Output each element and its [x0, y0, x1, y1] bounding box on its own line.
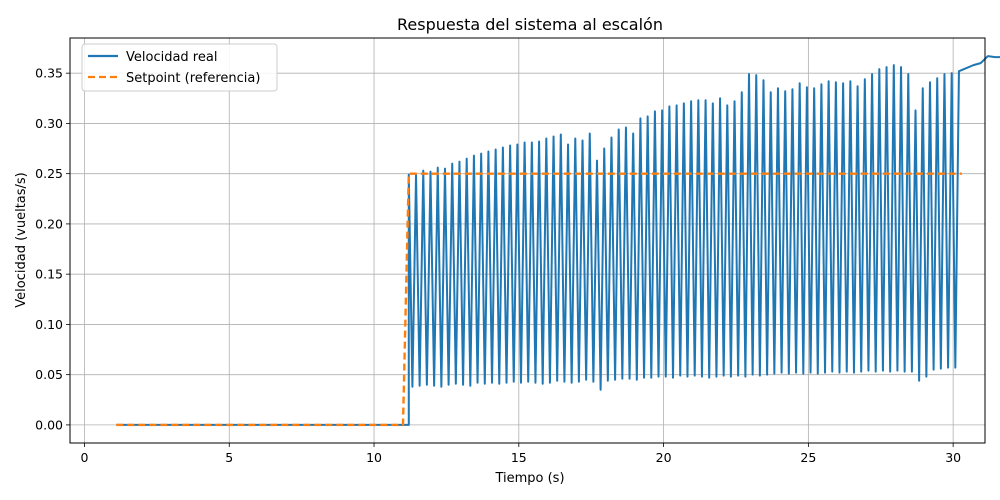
y-tick-label: 0.30: [35, 116, 63, 131]
y-tick-label: 0.25: [35, 166, 63, 181]
x-tick-label: 0: [81, 450, 89, 465]
y-tick-label: 0.35: [35, 66, 63, 81]
x-tick-label: 10: [366, 450, 382, 465]
plot-frame: [69, 37, 986, 444]
y-tick-label: 0.15: [35, 267, 63, 282]
x-tick-label: 5: [225, 450, 233, 465]
legend-box: [81, 43, 278, 92]
axes-ticks: 0 5 10 15 20 25 30 0.00 0.05 0.10 0.15 0.20 0.25 0.30…: [35, 66, 961, 465]
x-tick-label: 25: [800, 450, 816, 465]
x-tick-label: 20: [656, 450, 672, 465]
legend-label-setpoint: Setpoint (referencia): [126, 71, 260, 86]
y-tick-label: 0.00: [35, 417, 63, 432]
legend-label-velocidad-real: Velocidad real: [126, 50, 217, 65]
y-tick-label: 0.20: [35, 216, 63, 231]
x-tick-label: 15: [511, 450, 527, 465]
series-setpoint: [116, 172, 962, 427]
series-velocidad-real: [116, 55, 1000, 426]
x-axis-label: Tiempo (s): [494, 471, 564, 486]
y-tick-label: 0.05: [35, 367, 63, 382]
y-tick-label: 0.10: [35, 317, 63, 332]
legend: Velocidad real Setpoint (referencia): [81, 43, 278, 92]
y-axis-label: Velocidad (vueltas/s): [14, 172, 29, 307]
chart-title: Respuesta del sistema al escalón: [397, 15, 663, 34]
x-tick-label: 30: [945, 450, 961, 465]
plot-area: [116, 55, 1000, 427]
